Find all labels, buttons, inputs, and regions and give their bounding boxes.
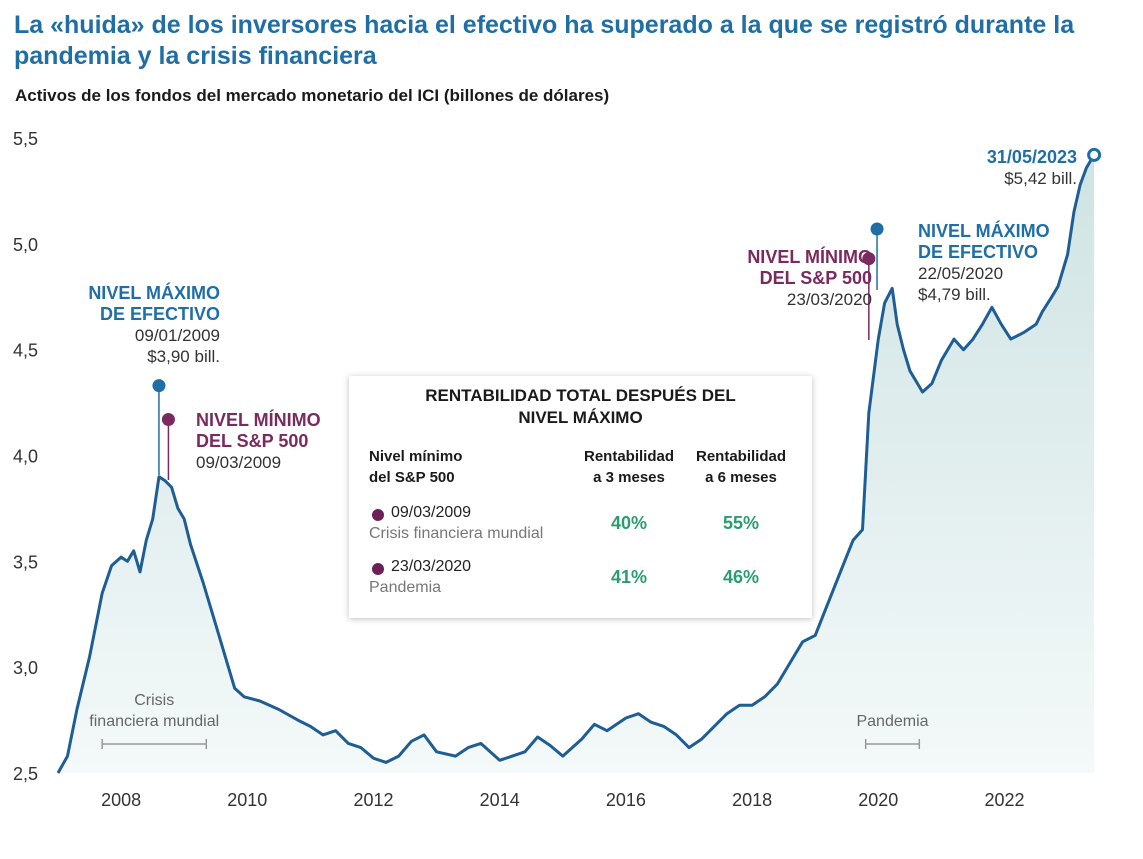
peak-marker bbox=[152, 379, 166, 393]
y-tick-label: 2,5 bbox=[13, 764, 38, 784]
x-tick-label: 2022 bbox=[984, 790, 1024, 810]
x-tick-label: 2008 bbox=[101, 790, 141, 810]
panel-title-line-1: RENTABILIDAD TOTAL DESPUÉS DEL bbox=[425, 386, 736, 405]
low-dot-icon bbox=[372, 563, 384, 575]
annotation-value: $4,79 bill. bbox=[918, 285, 991, 304]
annotation-date: 23/03/2020 bbox=[787, 290, 872, 309]
annotation-date: 22/05/2020 bbox=[918, 264, 1003, 283]
col-header-3m-line-1: Rentabilidad bbox=[583, 448, 674, 465]
annotation-heading: NIVEL MÍNIMO bbox=[747, 246, 872, 267]
returns-panel: RENTABILIDAD TOTAL DESPUÉS DEL NIVEL MÁX… bbox=[349, 376, 812, 618]
annotation-latest: 31/05/2023 $5,42 bill. bbox=[987, 147, 1102, 188]
annotation-heading: DE EFECTIVO bbox=[100, 304, 220, 324]
annotation-heading: NIVEL MÁXIMO bbox=[918, 220, 1050, 241]
x-tick-label: 2016 bbox=[606, 790, 646, 810]
low-dot-icon bbox=[372, 509, 384, 521]
col-header-6m-line-2: a 6 meses bbox=[705, 469, 777, 486]
latest-marker bbox=[1087, 147, 1102, 162]
col-header-low-line-2: del S&P 500 bbox=[369, 469, 455, 486]
row-date: 09/03/2009 bbox=[391, 504, 472, 521]
period-bracket: Pandemia bbox=[856, 713, 929, 749]
row-date: 23/03/2020 bbox=[391, 558, 472, 575]
annotation-value: $3,90 bill. bbox=[147, 347, 220, 366]
col-header-6m-line-1: Rentabilidad bbox=[695, 448, 786, 465]
peak-marker bbox=[870, 222, 884, 236]
low-marker bbox=[161, 413, 175, 427]
x-tick-label: 2014 bbox=[480, 790, 520, 810]
annotation-date: 09/03/2009 bbox=[196, 453, 281, 472]
y-tick-label: 5,5 bbox=[13, 129, 38, 149]
table-row: 09/03/2009 Crisis financiera mundial 40%… bbox=[349, 504, 812, 550]
y-tick-label: 3,5 bbox=[13, 552, 38, 572]
series-line bbox=[56, 154, 1096, 774]
x-tick-label: 2012 bbox=[353, 790, 393, 810]
panel-title-line-2: NIVEL MÁXIMO bbox=[518, 408, 643, 427]
period-label: Crisis bbox=[134, 692, 174, 709]
return-6m: 46% bbox=[722, 567, 760, 587]
panel-title: RENTABILIDAD TOTAL DESPUÉS DEL NIVEL MÁX… bbox=[349, 385, 812, 429]
y-tick-label: 3,0 bbox=[13, 658, 38, 678]
period-bracket: Crisis financiera mundial bbox=[89, 692, 219, 749]
return-3m: 41% bbox=[610, 567, 648, 587]
y-tick-label: 5,0 bbox=[13, 235, 38, 255]
period-label: financiera mundial bbox=[89, 713, 219, 730]
annotation-heading: DE EFECTIVO bbox=[918, 242, 1038, 262]
x-tick-label: 2020 bbox=[858, 790, 898, 810]
chart-title: La «huida» de los inversores hacia el ef… bbox=[14, 11, 1075, 70]
chart-subtitle: Activos de los fondos del mercado moneta… bbox=[15, 86, 610, 105]
annotation-heading: DEL S&P 500 bbox=[760, 268, 872, 288]
annotation-date: 09/01/2009 bbox=[135, 326, 220, 345]
annotation-heading: NIVEL MÁXIMO bbox=[88, 282, 220, 303]
row-label: Pandemia bbox=[369, 579, 442, 596]
col-header-3m-line-2: a 3 meses bbox=[593, 469, 665, 486]
annotation-heading: 31/05/2023 bbox=[987, 147, 1077, 167]
col-header-low: Nivel mínimo del S&P 500 bbox=[369, 446, 462, 488]
y-tick-label: 4,0 bbox=[13, 447, 38, 467]
return-3m: 40% bbox=[610, 513, 648, 533]
series-area bbox=[58, 154, 1095, 773]
return-6m: 55% bbox=[722, 513, 760, 533]
table-row: 23/03/2020 Pandemia 41% 46% bbox=[349, 558, 812, 604]
col-header-6m: Rentabilidad a 6 meses bbox=[688, 446, 794, 488]
annotation-heading: DEL S&P 500 bbox=[196, 431, 308, 451]
y-tick-label: 4,5 bbox=[13, 341, 38, 361]
low-marker bbox=[862, 252, 876, 266]
col-header-3m: Rentabilidad a 3 meses bbox=[574, 446, 684, 488]
x-tick-label: 2010 bbox=[227, 790, 267, 810]
period-label: Pandemia bbox=[856, 713, 928, 730]
row-label: Crisis financiera mundial bbox=[369, 525, 544, 542]
annotation-heading: NIVEL MÍNIMO bbox=[196, 409, 321, 430]
annotation-value: $5,42 bill. bbox=[1004, 169, 1077, 188]
x-tick-label: 2018 bbox=[732, 790, 772, 810]
col-header-low-line-1: Nivel mínimo bbox=[369, 448, 463, 465]
